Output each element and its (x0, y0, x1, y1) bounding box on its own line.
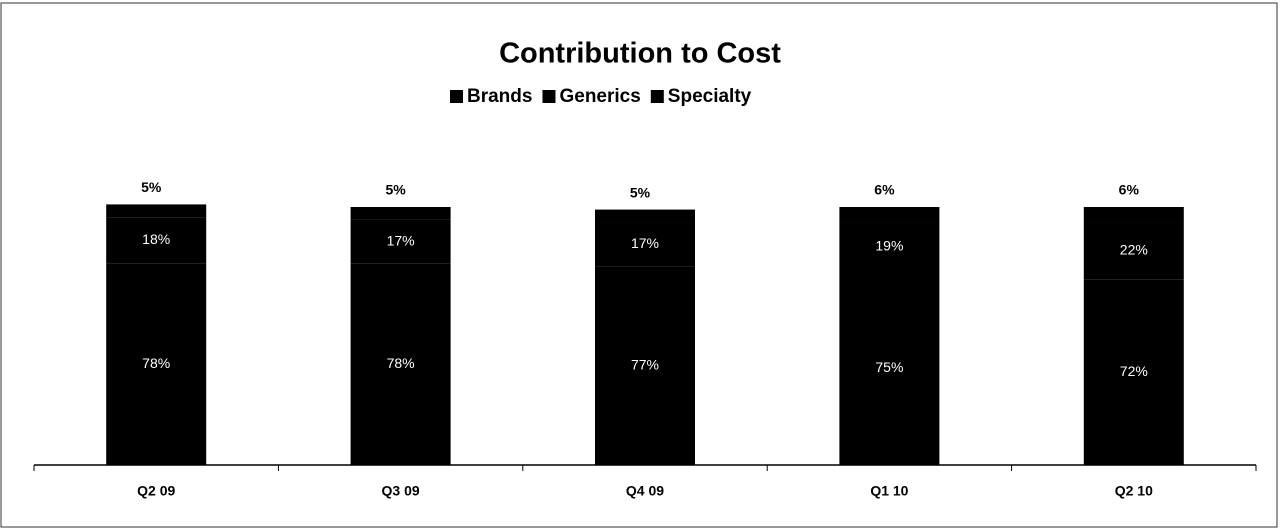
data-label: 78% (387, 355, 415, 371)
legend-swatch (450, 90, 463, 103)
bar-segment (1083, 222, 1184, 280)
data-label: 72% (1120, 363, 1148, 379)
legend-swatch (542, 90, 556, 103)
bar-segment (595, 222, 695, 267)
data-label: 5% (385, 182, 406, 198)
legend-label: Specialty (668, 86, 752, 107)
bar-segment (106, 204, 207, 218)
bar-segment (350, 263, 451, 465)
legend-swatch (650, 90, 664, 103)
legend-label: Generics (559, 86, 640, 107)
data-label: 6% (874, 182, 895, 198)
data-label: 5% (141, 179, 162, 195)
x-tick-label: Q2 10 (1115, 483, 1153, 499)
bar-segment (1083, 207, 1184, 223)
bar-segment (595, 266, 695, 465)
data-label: 17% (387, 233, 415, 249)
data-label: 17% (631, 235, 659, 251)
data-label: 77% (631, 356, 659, 372)
bar-segment (839, 207, 940, 223)
data-label: 6% (1119, 182, 1140, 198)
x-tick-label: Q1 10 (870, 483, 908, 499)
data-label: 19% (875, 238, 903, 254)
bar-segment (106, 217, 207, 264)
bar-segment (350, 207, 451, 220)
bar-segment (839, 222, 940, 272)
legend-label: Brands (467, 86, 532, 107)
bar-segment (1083, 279, 1184, 465)
bar-segment (595, 209, 695, 223)
data-label: 78% (142, 355, 170, 371)
data-label: 75% (875, 359, 903, 375)
x-tick-label: Q4 09 (626, 483, 664, 499)
data-label: 22% (1120, 242, 1148, 258)
bar-segment (839, 271, 940, 465)
data-label: 18% (142, 231, 170, 247)
x-tick-label: Q3 09 (382, 483, 420, 499)
bar-segment (106, 263, 207, 465)
chart-title: Contribution to Cost (499, 38, 781, 70)
x-tick-label: Q2 09 (137, 483, 175, 499)
bar-segment (350, 219, 451, 264)
data-label: 5% (630, 184, 651, 200)
